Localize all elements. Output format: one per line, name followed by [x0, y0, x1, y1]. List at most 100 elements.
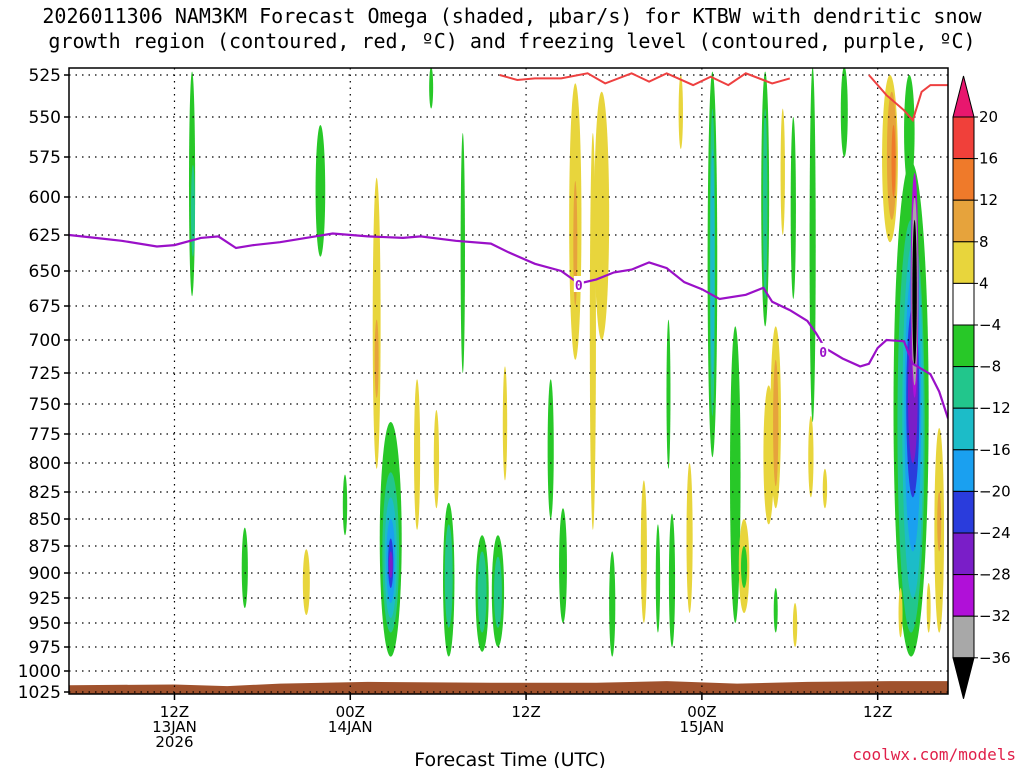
chart-title: 2026011306 NAM3KM Forecast Omega (shaded…: [0, 4, 1024, 54]
omega-region-45: [762, 108, 768, 299]
omega-region-51: [773, 588, 778, 633]
credit-text: coolwx.com/models: [852, 745, 1016, 764]
omega-region-33: [655, 524, 661, 633]
colorbar-top-arrow: [952, 75, 975, 118]
omega-region-69: [912, 219, 917, 367]
colorbar-label-2: 12: [979, 191, 998, 209]
x-tick-label-22-0: 00Z: [336, 703, 365, 721]
y-tick-label-1000: 1000: [18, 662, 61, 682]
terrain-surface: [69, 681, 948, 694]
omega-region-15: [433, 410, 440, 509]
omega-region-5: [374, 319, 379, 398]
omega-region-60: [904, 75, 915, 189]
colorbar-bottom-arrow: [952, 657, 975, 699]
y-tick-label-700: 700: [29, 331, 61, 351]
y-tick-label-625: 625: [29, 226, 61, 246]
x-tick-label-32-0: 12Z: [511, 703, 540, 721]
omega-region-35: [666, 319, 671, 469]
freezing-level-label-1: 0: [819, 346, 827, 361]
colorbar-label-9: −20: [979, 482, 1011, 500]
omega-region-26: [559, 508, 567, 623]
y-tick-label-975: 975: [29, 638, 61, 658]
omega-region-2: [315, 125, 326, 257]
omega-region-21: [493, 556, 502, 628]
colorbar-bin-3: [952, 199, 975, 243]
omega-region-17: [444, 524, 453, 628]
omega-region-24: [502, 366, 508, 481]
colorbar-bin-8: [952, 407, 975, 451]
x-tick-label-42-1: 15JAN: [680, 718, 725, 736]
omega-region-37: [686, 463, 693, 613]
omega-region-3: [241, 527, 248, 608]
y-tick-label-900: 900: [29, 564, 61, 584]
colorbar-label-8: −16: [979, 441, 1011, 459]
dgz-contour-1: [499, 72, 791, 87]
y-tick-label-750: 750: [29, 395, 61, 415]
y-tick-label-525: 525: [29, 66, 61, 86]
x-tick-label-42-0: 00Z: [687, 703, 716, 721]
omega-region-52: [792, 603, 798, 647]
colorbar-bin-2: [952, 158, 975, 201]
colorbar-label-10: −24: [979, 524, 1011, 542]
colorbar-bin-4: [952, 241, 975, 284]
colorbar-label-7: −12: [979, 399, 1011, 417]
colorbar: 20 16 12 8 4 −4 −8 −12 −16 −20 −24 −28 −32 −36: [952, 75, 1011, 699]
freezing-label-bg-0: [573, 276, 584, 292]
y-tick-label-550: 550: [29, 108, 61, 128]
omega-region-73: [898, 588, 903, 638]
y-tick-label-650: 650: [29, 262, 61, 282]
x-tick-label-12-0: 12Z: [160, 703, 189, 721]
x-tick-label-12-1: 13JAN: [152, 718, 197, 736]
y-tick-label-875: 875: [29, 537, 61, 557]
colorbar-label-6: −8: [979, 358, 1001, 376]
colorbar-bin-9: [952, 449, 975, 492]
omega-region-13: [342, 474, 348, 536]
colorbar-label-3: 8: [979, 233, 989, 251]
y-tick-label-725: 725: [29, 364, 61, 384]
colorbar-label-12: −32: [979, 607, 1011, 625]
colorbar-label-4: 4: [979, 274, 989, 292]
x-tick-label-52-0: 12Z: [863, 703, 892, 721]
colorbar-label-1: 16: [979, 150, 998, 168]
colorbar-bin-11: [952, 532, 975, 576]
omega-region-40: [710, 149, 715, 380]
y-tick-label-775: 775: [29, 425, 61, 445]
omega-region-48: [773, 359, 779, 487]
colorbar-bin-10: [952, 490, 975, 534]
y-axis: 525 550 575 600 625 650 675 700 725 750 775 800 825 8…: [18, 66, 69, 703]
omega-region-30: [594, 91, 610, 341]
colorbar-bin-7: [952, 366, 975, 409]
y-tick-label-800: 800: [29, 454, 61, 474]
colorbar-bin-1: [952, 116, 975, 160]
omega-region-14: [414, 379, 421, 530]
contours: 00: [69, 72, 948, 419]
omega-region-54: [808, 416, 814, 498]
omega-region-59: [891, 125, 896, 197]
omega-region-23: [429, 68, 434, 109]
omega-region-32: [640, 480, 647, 623]
omega-region-43: [740, 546, 748, 588]
omega-region-6: [302, 549, 310, 615]
omega-shading: [188, 68, 945, 657]
title-line-2: growth region (contoured, red, ºC) and f…: [48, 29, 976, 53]
colorbar-label-13: −36: [979, 649, 1011, 667]
y-tick-label-1025: 1025: [18, 683, 61, 703]
omega-region-56: [840, 68, 848, 157]
omega-region-31: [609, 551, 616, 657]
omega-region-22: [460, 133, 465, 373]
freezing-level-line: [69, 232, 948, 419]
omega-region-72: [926, 583, 931, 633]
y-tick-label-925: 925: [29, 589, 61, 609]
dotted-grid: [69, 68, 948, 694]
omega-region-25: [547, 379, 554, 519]
omega-region-1: [190, 165, 195, 257]
omega-region-19: [477, 551, 487, 633]
y-tick-label-675: 675: [29, 297, 61, 317]
colorbar-label-11: −28: [979, 566, 1011, 584]
x-axis-title: Forecast Time (UTC): [414, 749, 605, 768]
omega-region-50: [790, 117, 796, 299]
omega-region-28: [573, 181, 578, 306]
freezing-label-bg-1: [818, 342, 829, 359]
